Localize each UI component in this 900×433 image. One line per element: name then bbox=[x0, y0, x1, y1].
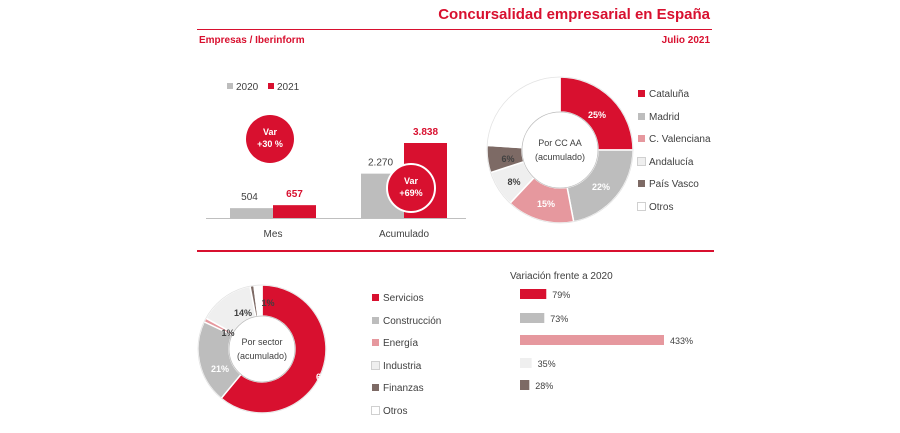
sector-slice-label: 1% bbox=[261, 298, 274, 308]
sector-center bbox=[228, 315, 296, 383]
legend-swatch bbox=[371, 360, 380, 370]
legend-item: País Vasco bbox=[638, 179, 699, 190]
ccaa-center-sublabel: (acumulado) bbox=[535, 152, 585, 162]
legend-item: Servicios bbox=[372, 293, 424, 304]
legend-label: Andalucía bbox=[649, 156, 694, 168]
page-title: Concursalidad empresarial en España bbox=[438, 6, 710, 23]
legend-item: Industria bbox=[371, 360, 422, 372]
variation-bar-3 bbox=[520, 358, 532, 368]
legend-item: Madrid bbox=[638, 112, 680, 123]
variation-bar-1 bbox=[520, 313, 545, 323]
legend-label: Energía bbox=[383, 338, 419, 349]
legend-swatch bbox=[638, 90, 645, 97]
ccaa-slice-label: 25% bbox=[588, 110, 606, 120]
legend-label: Industria bbox=[383, 360, 422, 372]
legend-swatch bbox=[638, 135, 645, 142]
legend-label: Madrid bbox=[649, 111, 680, 123]
var-badge bbox=[386, 163, 436, 213]
ccaa-slice-label: 8% bbox=[507, 177, 520, 187]
legend-label: Finanzas bbox=[383, 383, 424, 394]
var-badge-value: +30 % bbox=[257, 139, 283, 149]
data-label-2020: 504 bbox=[241, 192, 258, 203]
legend-swatch bbox=[372, 339, 379, 346]
legend-item: Energía bbox=[372, 338, 418, 349]
legend-swatch bbox=[637, 201, 646, 211]
legend-label: Cataluña bbox=[649, 89, 690, 100]
var-badge-value: +69% bbox=[399, 188, 422, 198]
data-label-2021: 3.838 bbox=[413, 127, 438, 138]
title-underline bbox=[197, 29, 712, 30]
legend-swatch bbox=[372, 384, 379, 391]
variation-bar-0 bbox=[520, 289, 547, 299]
legend-swatch bbox=[372, 294, 379, 301]
x-tick-label: Mes bbox=[264, 229, 283, 240]
bar-2021-mes bbox=[273, 205, 316, 218]
var-badge bbox=[246, 115, 294, 163]
var-badge-label: Var bbox=[263, 127, 278, 137]
variation-title: Variación frente a 2020 bbox=[510, 271, 613, 282]
section-divider bbox=[197, 250, 714, 252]
ccaa-slice-label: 6% bbox=[501, 154, 514, 164]
data-label-2020: 2.270 bbox=[368, 158, 393, 169]
legend-item: Otros bbox=[637, 201, 674, 213]
page-date: Julio 2021 bbox=[661, 35, 710, 46]
legend-item: Construcción bbox=[372, 316, 441, 327]
legend-label-2020: 2020 bbox=[236, 82, 259, 93]
legend-swatch bbox=[371, 405, 380, 415]
legend-swatch bbox=[372, 316, 379, 324]
sector-center-label: Por sector bbox=[241, 337, 282, 347]
legend-item: Cataluña bbox=[638, 89, 689, 100]
legend-swatch bbox=[637, 156, 646, 166]
var-badge-label: Var bbox=[404, 176, 419, 186]
x-axis-line bbox=[206, 218, 466, 219]
legend-swatch-2020 bbox=[227, 83, 233, 89]
variation-label-3: 35% bbox=[538, 359, 556, 369]
legend-swatch-2021 bbox=[268, 83, 274, 89]
variation-label-1: 73% bbox=[550, 314, 568, 324]
ccaa-center-label: Por CC AA bbox=[538, 138, 582, 148]
legend-label: Servicios bbox=[383, 293, 424, 304]
bar-2020-mes bbox=[230, 208, 273, 218]
variation-bar-2 bbox=[520, 335, 664, 345]
legend-swatch bbox=[638, 180, 645, 187]
legend-label: Otros bbox=[649, 201, 674, 213]
ccaa-outline bbox=[486, 76, 634, 224]
data-label-2021: 657 bbox=[286, 189, 303, 200]
legend-item: Andalucía bbox=[637, 156, 694, 168]
legend-label-2021: 2021 bbox=[277, 82, 300, 93]
legend-label: Construcción bbox=[383, 315, 442, 327]
sector-slice-label: 1% bbox=[221, 328, 234, 338]
legend-item: Finanzas bbox=[372, 383, 424, 394]
variation-label-0: 79% bbox=[552, 290, 570, 300]
ccaa-slice-label: 15% bbox=[537, 199, 555, 209]
sector-slice-label: 61% bbox=[316, 372, 334, 382]
variation-bar-4 bbox=[520, 380, 530, 390]
x-tick-label: Acumulado bbox=[379, 229, 429, 240]
page-subtitle: Empresas / Iberinform bbox=[199, 35, 305, 46]
sector-outline bbox=[197, 284, 327, 414]
variation-label-2: 433% bbox=[670, 336, 693, 346]
sector-slice-label: 21% bbox=[211, 364, 229, 374]
legend-label: C. Valenciana bbox=[649, 134, 711, 145]
legend-swatch bbox=[638, 112, 645, 120]
ccaa-slice-label: 22% bbox=[592, 182, 610, 192]
legend-label: Otros bbox=[383, 405, 408, 417]
sector-slice-label: 14% bbox=[234, 308, 252, 318]
variation-label-4: 28% bbox=[535, 381, 553, 391]
legend-item: C. Valenciana bbox=[638, 134, 711, 145]
sector-center-sublabel: (acumulado) bbox=[237, 351, 287, 361]
legend-label: País Vasco bbox=[649, 179, 699, 190]
ccaa-center bbox=[521, 111, 599, 189]
legend-item: Otros bbox=[371, 405, 408, 417]
